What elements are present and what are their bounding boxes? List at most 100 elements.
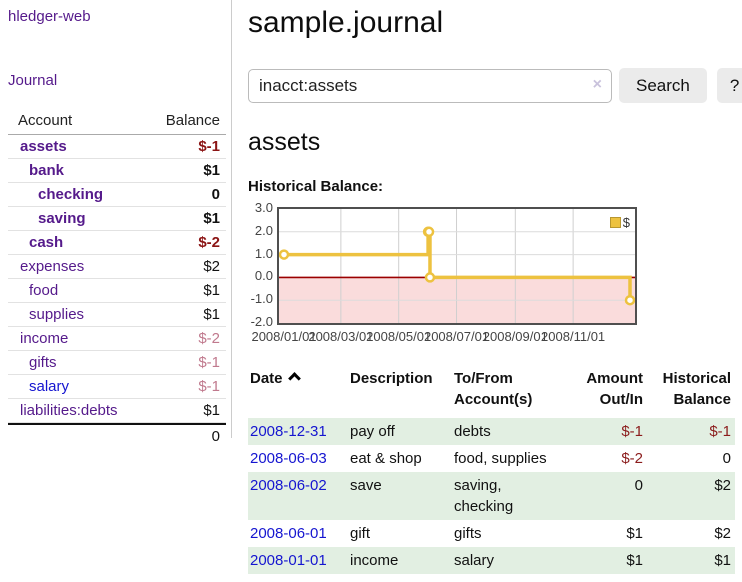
account-balance: $-2 xyxy=(198,330,220,347)
account-link[interactable]: expenses xyxy=(20,258,85,275)
transaction-balance: $2 xyxy=(714,525,731,542)
account-link[interactable]: liabilities:debts xyxy=(20,402,118,419)
account-balance: $2 xyxy=(203,258,220,275)
transaction-balance: $-1 xyxy=(709,423,731,440)
account-balance: $-1 xyxy=(198,378,220,395)
transaction-date-link[interactable]: 2008-06-03 xyxy=(250,450,327,467)
accounts-total-row: 0 xyxy=(8,423,226,447)
date-sort-header[interactable]: Date xyxy=(248,366,346,418)
x-axis-tick-label: 2008/07/01 xyxy=(423,329,490,344)
register-row: 2008-06-02 save saving, checking 0 $2 xyxy=(248,472,735,520)
journal-link[interactable]: Journal xyxy=(8,72,58,89)
transaction-accounts: salary xyxy=(454,552,495,569)
account-link[interactable]: income xyxy=(20,330,69,347)
sidebar-account-row: income $-2 xyxy=(8,327,226,351)
chart-title: Historical Balance: xyxy=(248,178,384,195)
account-heading: assets xyxy=(248,128,321,156)
account-balance: $1 xyxy=(203,306,220,323)
register-table: Date Description To/From Account(s) Amou… xyxy=(248,366,735,574)
sidebar-account-row: expenses $2 xyxy=(8,255,226,279)
transaction-accounts: saving, checking xyxy=(454,477,514,515)
transaction-balance: $2 xyxy=(714,477,731,494)
x-axis-tick-label: 2008/09/01 xyxy=(482,329,548,344)
register-header-row: Date Description To/From Account(s) Amou… xyxy=(248,366,735,418)
account-balance: $1 xyxy=(203,210,220,227)
transaction-description: income xyxy=(350,552,399,569)
main-content: sample.journal × Search ? assets Histori… xyxy=(248,0,742,574)
y-axis-tick-label: 3.0 xyxy=(254,200,273,215)
transaction-date-link[interactable]: 2008-06-01 xyxy=(250,525,327,542)
sidebar-account-row: salary $-1 xyxy=(8,375,226,399)
account-balance: $-2 xyxy=(198,234,220,251)
account-link[interactable]: salary xyxy=(29,378,70,395)
account-link[interactable]: cash xyxy=(29,234,64,251)
page-title: sample.journal xyxy=(248,6,444,39)
accounts-rows: assets $-1 bank $1 checking 0 saving $1 cash $-2 e… xyxy=(8,135,226,423)
x-axis-tick-label: 2008/01/01 xyxy=(251,329,317,344)
chart-legend: $ xyxy=(609,215,630,230)
register-row: 2008-06-01 gift gifts $1 $2 xyxy=(248,520,735,547)
amount-header: Amount Out/In xyxy=(586,370,643,408)
sidebar-account-row: gifts $-1 xyxy=(8,351,226,375)
y-axis-tick-label: 2.0 xyxy=(254,222,273,238)
sidebar-account-row: cash $-2 xyxy=(8,231,226,255)
transaction-date-link[interactable]: 2008-12-31 xyxy=(250,423,327,440)
x-axis-tick-label: 2008/05/01 xyxy=(366,329,432,344)
transaction-description: gift xyxy=(350,525,371,542)
sidebar-account-row: supplies $1 xyxy=(8,303,226,327)
account-link[interactable]: supplies xyxy=(29,306,85,323)
help-button[interactable]: ? xyxy=(716,68,742,103)
account-header: To/From Account(s) xyxy=(454,370,533,408)
transaction-amount: $-2 xyxy=(621,450,643,467)
transaction-accounts: gifts xyxy=(454,525,482,542)
account-balance: $1 xyxy=(203,402,220,419)
app-brand-link[interactable]: hledger-web xyxy=(8,8,91,25)
transaction-description: eat & shop xyxy=(350,450,422,467)
account-column-header: Account xyxy=(18,112,73,129)
transaction-amount: $1 xyxy=(626,552,643,569)
transaction-amount: $-1 xyxy=(621,423,643,440)
register-row: 2008-06-03 eat & shop food, supplies $-2 0 xyxy=(248,445,735,472)
sidebar: hledger-web Journal Account Balance asse… xyxy=(0,0,232,445)
historical-balance-chart: $ 3.0 2.0 1.0 0.0 -1.0 -2.0 2008/01/01 2008/03/… xyxy=(248,201,740,344)
x-axis-tick-label: 2008/03/01 xyxy=(308,329,374,344)
register-row: 2008-12-31 pay off debts $-1 $-1 xyxy=(248,418,735,445)
search-button[interactable]: Search xyxy=(619,68,707,103)
account-balance: $-1 xyxy=(198,138,220,155)
search-input[interactable] xyxy=(248,68,612,103)
transaction-accounts: debts xyxy=(454,423,491,440)
transaction-description: save xyxy=(350,477,382,494)
transaction-date-link[interactable]: 2008-06-02 xyxy=(250,477,327,494)
account-link[interactable]: gifts xyxy=(29,354,57,371)
transaction-date-link[interactable]: 2008-01-01 xyxy=(250,552,327,569)
account-balance: $-1 xyxy=(198,354,220,371)
x-axis-tick-label: 2008/11/01 xyxy=(541,329,606,344)
transaction-accounts: food, supplies xyxy=(454,450,547,467)
transaction-balance: $1 xyxy=(714,552,731,569)
account-link[interactable]: checking xyxy=(38,186,104,203)
sort-ascending-icon xyxy=(287,372,301,385)
balance-header: Historical Balance xyxy=(662,370,731,408)
clear-search-icon[interactable]: × xyxy=(592,75,602,93)
sidebar-account-row: checking 0 xyxy=(8,183,226,207)
legend-swatch-icon xyxy=(609,217,621,228)
sidebar-account-row: saving $1 xyxy=(8,207,226,231)
account-link[interactable]: saving xyxy=(38,210,86,227)
account-link[interactable]: food xyxy=(29,282,59,299)
description-header: Description xyxy=(350,370,433,387)
y-axis-tick-label: 1.0 xyxy=(254,245,273,261)
chart-plot-area: $ xyxy=(277,207,637,325)
register-row: 2008-01-01 income salary $1 $1 xyxy=(248,547,735,574)
sidebar-account-row: food $1 xyxy=(8,279,226,303)
accounts-table-header: Account Balance xyxy=(8,110,226,135)
y-axis-tick-label: 0.0 xyxy=(254,268,273,284)
transaction-description: pay off xyxy=(350,423,395,440)
account-link[interactable]: assets xyxy=(20,138,67,155)
account-balance: $1 xyxy=(203,282,220,299)
account-link[interactable]: bank xyxy=(29,162,65,179)
transaction-amount: 0 xyxy=(634,477,643,494)
account-balance: $1 xyxy=(203,162,220,179)
account-balance: 0 xyxy=(211,186,220,203)
y-axis-tick-label: -2.0 xyxy=(250,314,273,329)
balance-column-header: Balance xyxy=(165,112,220,129)
